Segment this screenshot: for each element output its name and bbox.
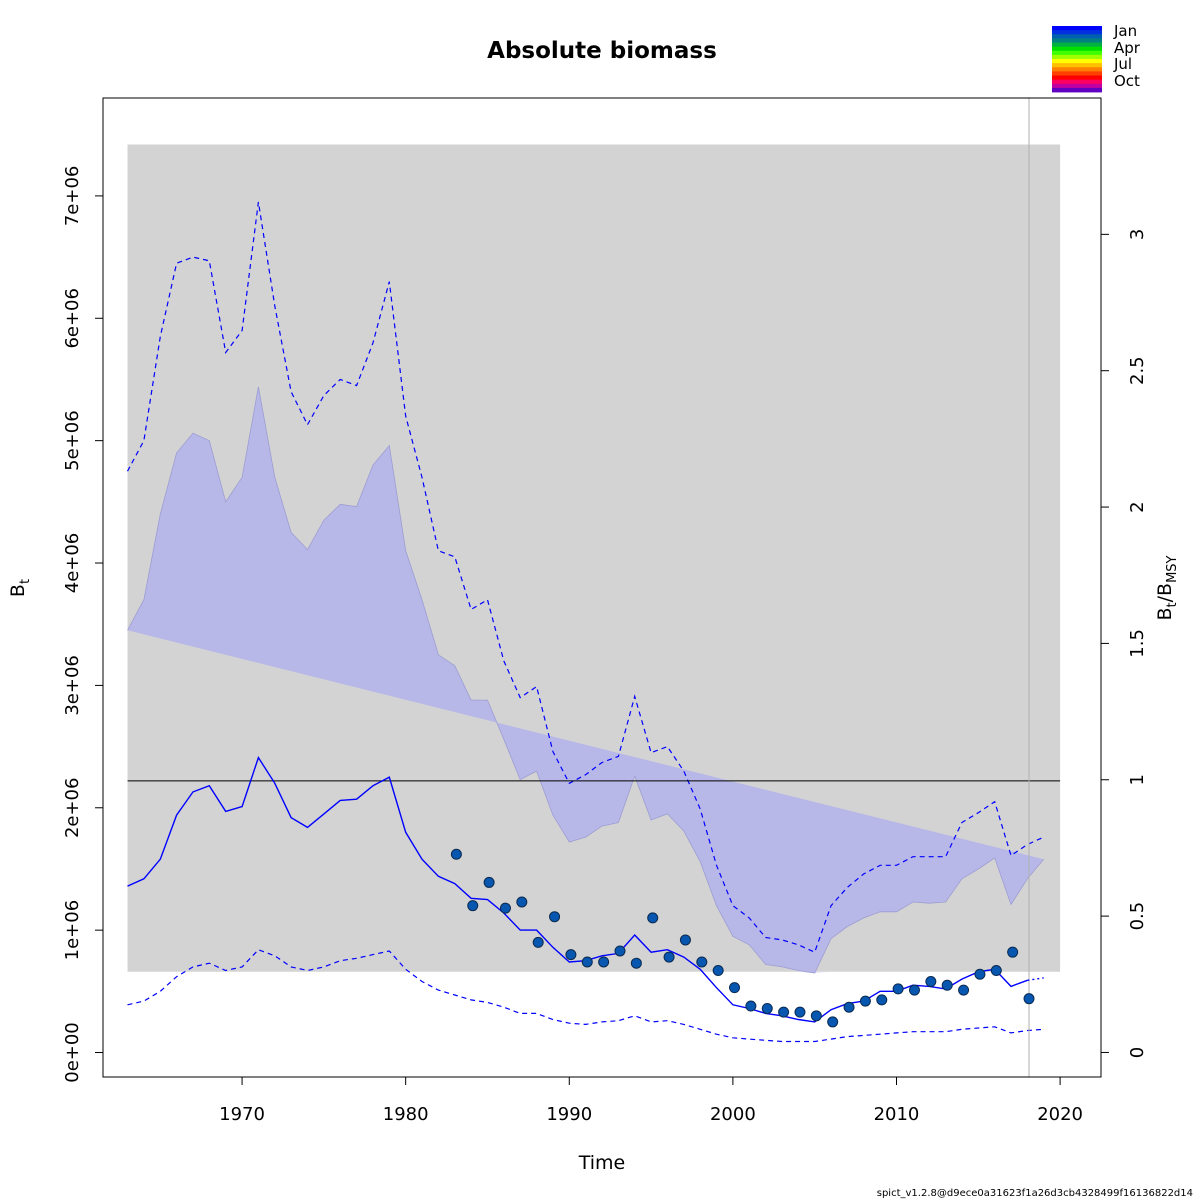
index-point: [614, 945, 626, 957]
ci-lower-dashed-line: [127, 948, 1044, 1043]
y2-tick-label: 0: [1127, 1047, 1148, 1058]
x-axis-label: Time: [578, 1152, 626, 1174]
index-point: [581, 956, 593, 968]
index-point: [549, 911, 561, 923]
unused-area: [128, 972, 1044, 1039]
index-point: [810, 1010, 822, 1022]
index-point: [467, 900, 479, 912]
y-axis-left: 0e+00 1e+06 2e+06 3e+06 4e+06 5e+06 6e+06 7e+06: [62, 166, 103, 1083]
index-point: [532, 936, 544, 948]
legend-color-band: [1052, 71, 1102, 76]
legend-color-band: [1052, 59, 1102, 64]
legend-color-band: [1052, 34, 1102, 39]
ci-area-below-band: [127, 971, 1044, 973]
index-point: [892, 983, 904, 995]
plot-area: [126, 98, 1061, 1077]
index-point: [958, 984, 970, 996]
legend-color-band: [1052, 67, 1102, 72]
index-point: [908, 984, 920, 996]
index-point: [598, 956, 610, 968]
index-point: [827, 1016, 839, 1028]
index-point: [1007, 946, 1019, 958]
x-tick-label: 1990: [546, 1104, 592, 1125]
y2-tick-label: 3: [1127, 229, 1148, 240]
index-point: [483, 876, 495, 888]
y2-tick-label: 1: [1127, 774, 1148, 785]
y-axis-label: Bt: [7, 579, 33, 597]
index-point: [876, 994, 888, 1006]
y-axis-right: 0 0.5 1 1.5 2 2.5 3: [1101, 229, 1148, 1058]
footer-version: spict_v1.2.8@d9ece0a31623f1a26d3cb432849…: [877, 1188, 1193, 1199]
index-point: [778, 1006, 790, 1018]
legend-label-apr: Apr: [1114, 39, 1141, 57]
legend-color-band: [1052, 54, 1102, 60]
legend-label-jul: Jul: [1113, 55, 1132, 73]
y2-tick-label: 2: [1127, 501, 1148, 512]
legend-color-band: [1052, 46, 1102, 52]
index-point: [679, 934, 691, 946]
y-tick-label: 1e+06: [62, 900, 83, 961]
legend-color-band: [1052, 75, 1102, 81]
legend-color-band: [1052, 63, 1102, 68]
index-point: [712, 965, 724, 977]
y2-tick-label: 0.5: [1127, 902, 1148, 931]
legend-color-band: [1052, 87, 1102, 93]
index-point: [859, 995, 871, 1007]
legend-color-band: [1052, 26, 1102, 31]
index-point: [925, 976, 937, 988]
legend-color-band: [1052, 50, 1102, 56]
legend-color-band: [1052, 30, 1102, 35]
y-tick-label: 3e+06: [62, 655, 83, 716]
y2-axis-label: Bt/BMSY: [1154, 555, 1180, 620]
index-point: [499, 902, 511, 914]
y-tick-label: 5e+06: [62, 410, 83, 471]
index-point: [565, 949, 577, 961]
x-tick-label: 2010: [874, 1104, 920, 1125]
legend-color-band: [1052, 38, 1102, 43]
y-tick-label: 4e+06: [62, 533, 83, 594]
y2-tick-label: 1.5: [1127, 629, 1148, 658]
legend-label-jan: Jan: [1113, 22, 1137, 40]
index-point: [663, 951, 675, 963]
index-point: [630, 957, 642, 969]
index-point: [745, 1000, 757, 1012]
ci-upper-dashed-line: [126, 201, 1044, 954]
y-tick-label: 7e+06: [62, 166, 83, 227]
y-tick-label: 0e+00: [62, 1022, 83, 1083]
index-point: [1023, 993, 1035, 1005]
y-tick-label: 2e+06: [62, 778, 83, 839]
index-point: [761, 1002, 773, 1014]
index-point: [941, 979, 953, 991]
legend-color-band: [1052, 79, 1102, 85]
index-point: [647, 912, 659, 924]
index-point: [729, 982, 741, 994]
index-point: [843, 1001, 855, 1013]
season-legend: Jan Apr Jul Oct: [1052, 22, 1141, 93]
x-axis: 1970 1980 1990 2000 2010 2020: [219, 1076, 1083, 1125]
chart-title: Absolute biomass: [487, 38, 717, 64]
index-point: [516, 896, 528, 908]
x-tick-label: 2000: [710, 1104, 756, 1125]
legend-color-band: [1052, 42, 1102, 48]
legend-color-band: [1052, 83, 1102, 89]
x-tick-label: 2020: [1037, 1104, 1083, 1125]
index-point: [696, 956, 708, 968]
x-tick-label: 1970: [219, 1104, 265, 1125]
biomass-forecast-line: [1027, 977, 1044, 981]
index-point: [974, 968, 986, 980]
ci-area: [127, 386, 1045, 974]
index-point: [990, 965, 1002, 977]
y2-tick-label: 2.5: [1127, 356, 1148, 385]
x-tick-label: 1980: [383, 1104, 429, 1125]
legend-label-oct: Oct: [1114, 72, 1140, 90]
biomass-estimate-line: [127, 755, 1028, 1023]
index-point: [450, 848, 462, 860]
index-point: [794, 1006, 806, 1018]
y-tick-label: 6e+06: [62, 288, 83, 349]
